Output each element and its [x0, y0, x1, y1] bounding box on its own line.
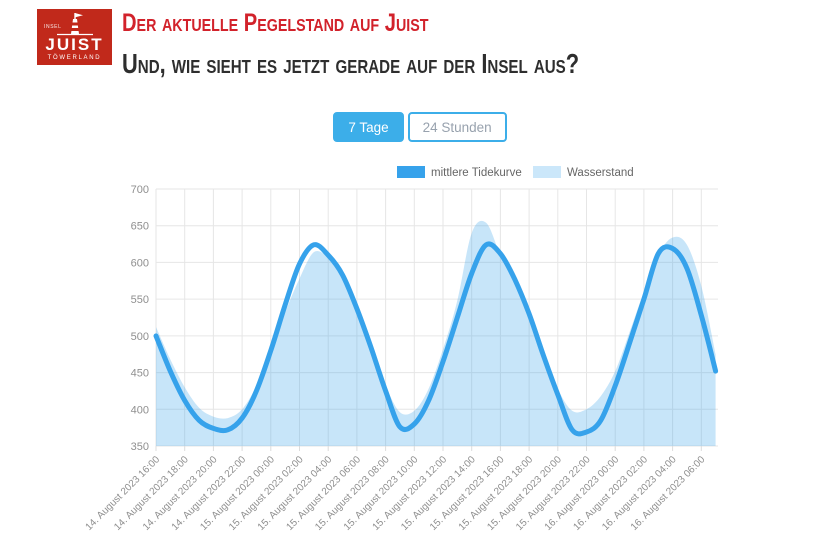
legend-item-wasserstand[interactable]: Wasserstand	[533, 166, 634, 179]
y-tick-label: 600	[131, 257, 149, 269]
logo[interactable]: INSEL JUIST TÖWERLAND	[37, 9, 112, 65]
y-tick-label: 450	[131, 368, 149, 380]
series-wasserstand-area	[156, 220, 716, 446]
page-title: Der aktuelle Pegelstand auf Juist	[122, 9, 429, 38]
x-tick-marks	[155, 446, 702, 451]
chart-legend: mittlere Tidekurve Wasserstand	[397, 166, 634, 179]
legend-label-wasserstand: Wasserstand	[567, 167, 634, 179]
y-tick-label: 550	[131, 294, 149, 306]
tab-24-stunden[interactable]: 24 Stunden	[407, 112, 507, 142]
y-tick-label: 500	[131, 331, 149, 343]
tab-7-tage[interactable]: 7 Tage	[333, 112, 404, 142]
series-tidekurve-line	[153, 241, 719, 437]
legend-swatch-wasserstand	[533, 166, 561, 178]
y-tick-label: 700	[131, 184, 149, 196]
range-tabs: 7 Tage 24 Stunden	[0, 112, 840, 142]
logo-insel-label: INSEL	[44, 24, 62, 30]
legend-swatch-tidekurve	[397, 166, 425, 178]
y-axis-labels: 350 400 450 500 550 600 650 700	[131, 184, 149, 453]
legend-item-tidekurve[interactable]: mittlere Tidekurve	[397, 166, 522, 179]
legend-label-tidekurve: mittlere Tidekurve	[431, 167, 522, 179]
logo-subtitle: TÖWERLAND	[47, 55, 102, 61]
y-tick-label: 350	[131, 441, 149, 453]
page-subtitle: Und, wie sieht es jetzt gerade auf der I…	[122, 48, 580, 80]
y-tick-label: 650	[131, 221, 149, 233]
lighthouse-icon	[56, 13, 93, 36]
chart-grid	[155, 188, 718, 447]
y-tick-label: 400	[131, 404, 149, 416]
logo-name: JUIST	[45, 35, 104, 54]
tide-chart: 350 400 450 500 550 600 650 700 14. August 2023 …	[84, 166, 719, 533]
